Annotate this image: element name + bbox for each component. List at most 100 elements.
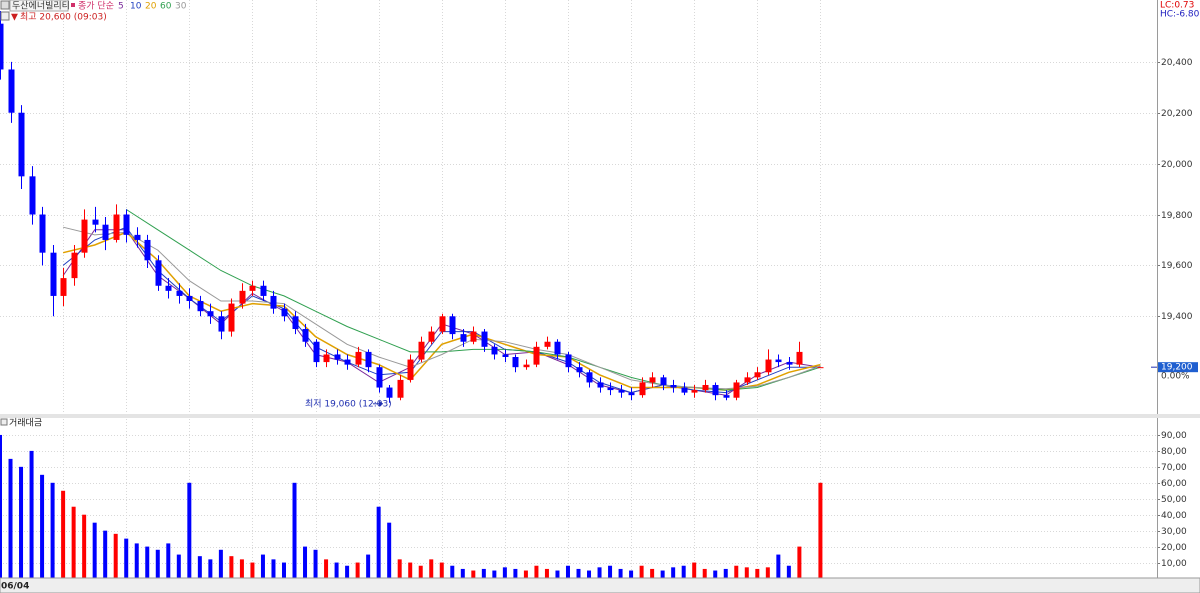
volume-bar	[408, 562, 413, 579]
candle-body	[176, 290, 183, 296]
volume-bar	[324, 559, 329, 579]
candle-body	[428, 331, 435, 342]
candle-body	[754, 372, 761, 378]
volume-bar	[565, 565, 570, 579]
volume-bar	[166, 543, 171, 579]
date-label: 06/04	[1, 582, 29, 592]
volume-bar	[155, 549, 160, 579]
candle-body	[502, 354, 509, 358]
volume-bar	[597, 567, 602, 579]
candle-body	[29, 176, 36, 215]
panel-separator	[0, 414, 1200, 418]
volume-bar	[786, 565, 791, 579]
candle-body	[481, 331, 488, 347]
panel-icon[interactable]	[0, 11, 10, 21]
volume-bar	[755, 568, 760, 579]
volume-bar	[92, 522, 97, 579]
candle-body	[302, 329, 309, 342]
legend: 5 10 20 60 30	[118, 2, 187, 12]
candle-body	[533, 346, 540, 365]
candle-body	[60, 278, 67, 296]
candle-body	[134, 234, 141, 240]
candle-body	[407, 359, 414, 380]
volume-bar	[176, 554, 181, 579]
volume-bar	[481, 568, 486, 579]
stock-name: 두산에너빌리티	[12, 1, 70, 12]
volume-bar	[103, 530, 108, 579]
volume-bar	[8, 458, 13, 579]
low-note: 최저 19,060 (12:03)	[305, 398, 392, 409]
y-tick-label: 20,000	[1161, 160, 1193, 170]
ma-label: 종가 단순	[78, 1, 114, 12]
y-tick-label: 10,00	[1161, 559, 1187, 569]
candle-body	[228, 303, 235, 332]
volume-bar	[218, 549, 223, 579]
volume-bar	[681, 565, 686, 579]
y-tick-label: 50,00	[1161, 495, 1187, 505]
candle-body	[365, 351, 372, 368]
volume-bar	[797, 546, 802, 579]
candle-body	[733, 382, 740, 398]
candle-body	[334, 354, 341, 360]
volume-bar	[660, 570, 665, 579]
volume-bar	[544, 568, 549, 579]
legend-entry: 5	[118, 2, 124, 12]
y-tick-label: 60,00	[1161, 479, 1187, 489]
legend-entry: 30	[175, 2, 187, 12]
candle-body	[39, 214, 46, 253]
volume-bar	[618, 568, 623, 579]
candle-body	[576, 367, 583, 373]
candle-body	[796, 351, 803, 365]
candle-body	[565, 354, 572, 368]
menu-icon[interactable]	[0, 0, 10, 10]
candle-body	[71, 252, 78, 279]
candle-body	[586, 372, 593, 383]
volume-bar	[471, 570, 476, 579]
candle-body	[817, 367, 824, 369]
volume-bar	[197, 556, 202, 579]
volume-bar	[187, 482, 192, 579]
candle-body	[691, 390, 698, 393]
volume-bar	[397, 559, 402, 579]
candle-body	[123, 214, 130, 235]
candle-body	[670, 384, 677, 388]
candle-body	[102, 224, 109, 240]
volume-bar	[492, 570, 497, 579]
volume-bar	[334, 562, 339, 579]
candle-body	[197, 301, 204, 312]
volume-bar	[229, 556, 234, 579]
y-tick-label: 90,00	[1161, 431, 1187, 441]
y-tick-label: 19,400	[1161, 312, 1193, 322]
volume-bar	[587, 570, 592, 579]
candle-body	[249, 285, 256, 291]
candle-body	[344, 359, 351, 365]
candle-body	[281, 308, 288, 317]
high-arrow: ▼	[11, 13, 18, 23]
volume-bar	[260, 554, 265, 579]
volume-bar	[639, 565, 644, 579]
candle-body	[723, 395, 730, 398]
y-tick-label: 30,00	[1161, 527, 1187, 537]
volume-bar	[713, 570, 718, 579]
volume-icon[interactable]	[0, 418, 8, 426]
volume-bar	[818, 482, 823, 579]
candle-body	[260, 285, 267, 296]
y-tick-label: 80,00	[1161, 447, 1187, 457]
volume-bar	[145, 546, 150, 579]
low-arrow-head	[378, 400, 383, 407]
candle-body	[512, 357, 519, 368]
stock-box[interactable]	[9, 0, 69, 12]
volume-bar	[0, 434, 2, 579]
volume-bar	[82, 514, 87, 579]
candle-body	[313, 341, 320, 363]
candle-body	[144, 239, 151, 261]
volume-bar	[134, 543, 139, 579]
volume-bar	[734, 565, 739, 579]
candle-body	[323, 354, 330, 363]
volume-bar	[439, 562, 444, 579]
y-tick-label: 20,200	[1161, 109, 1193, 119]
volume-bar	[271, 559, 276, 579]
candle-body	[397, 379, 404, 398]
lc-label: LC:0.73	[1160, 1, 1194, 11]
